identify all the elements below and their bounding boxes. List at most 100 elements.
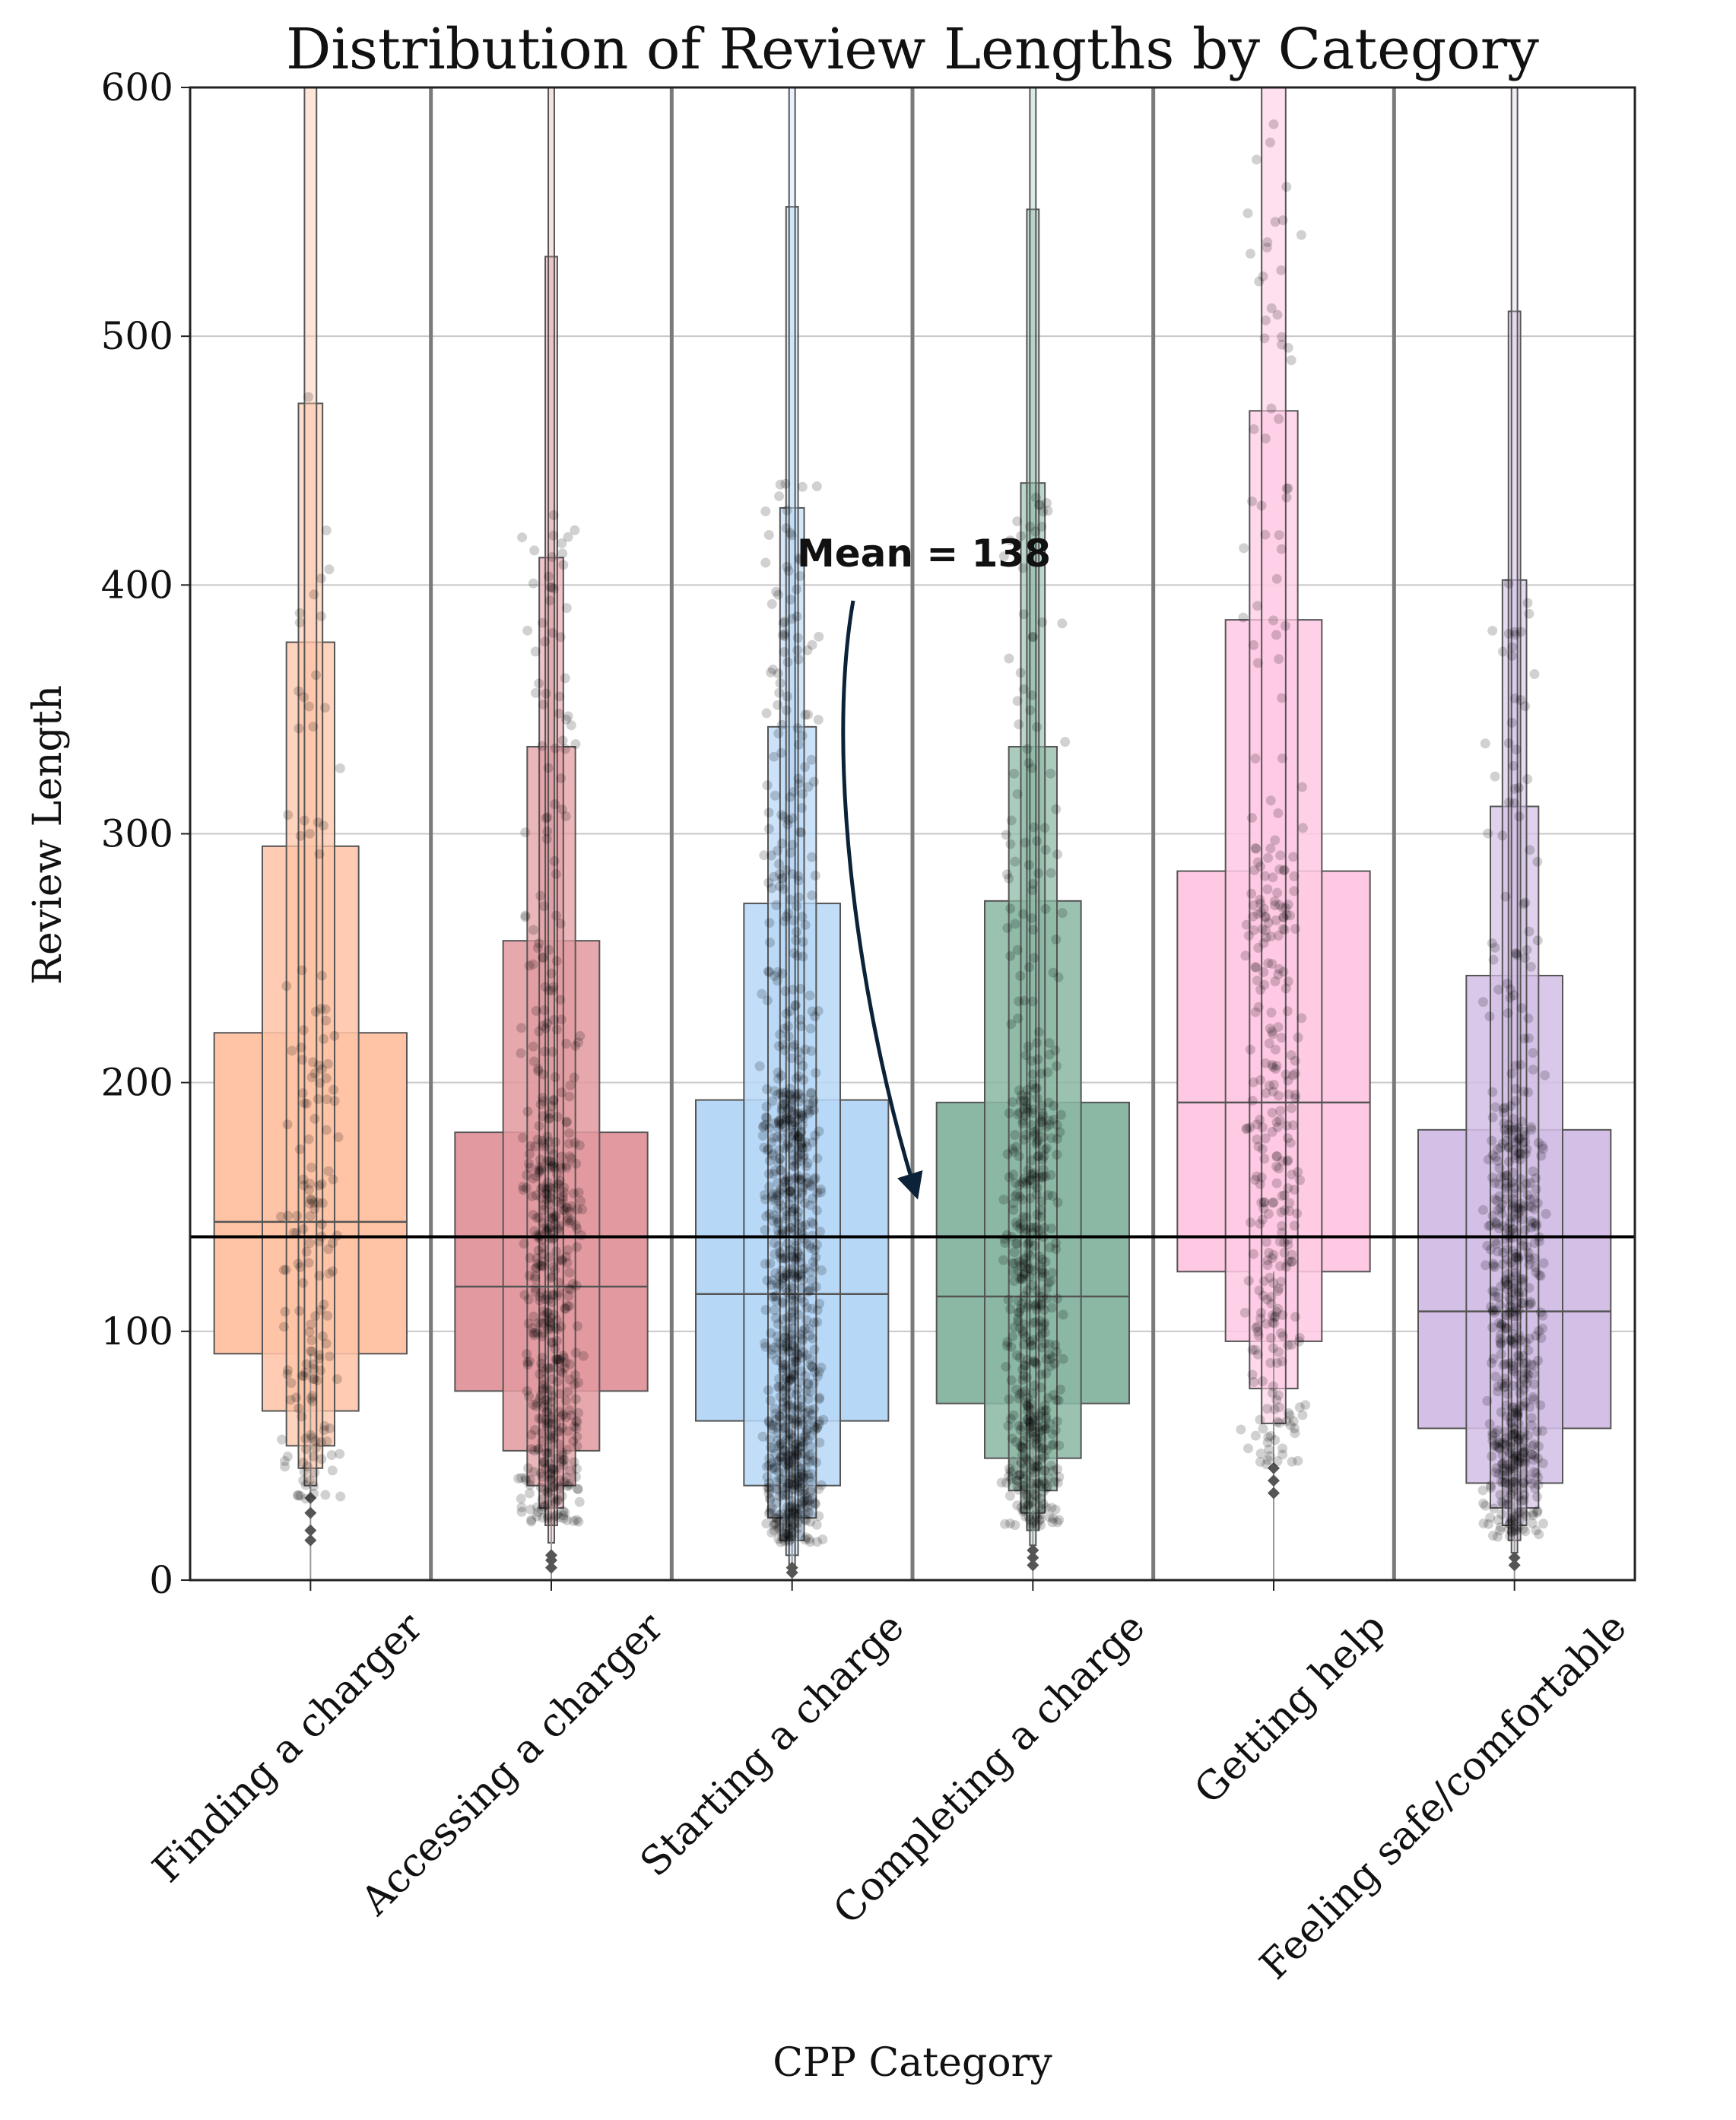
- strip-point: [1252, 909, 1263, 919]
- strip-point: [1032, 1478, 1043, 1489]
- strip-point: [1509, 1453, 1519, 1464]
- strip-point: [795, 1441, 805, 1452]
- strip-point: [802, 1424, 813, 1435]
- strip-point: [557, 1457, 567, 1468]
- strip-point: [1012, 696, 1023, 706]
- strip-point: [785, 1374, 796, 1385]
- strip-point: [572, 1432, 582, 1442]
- strip-point: [807, 1409, 817, 1420]
- strip-point: [557, 1204, 568, 1215]
- strip-point: [789, 1454, 800, 1465]
- strip-point: [781, 1206, 792, 1217]
- strip-point: [560, 811, 571, 822]
- strip-point: [520, 912, 531, 922]
- strip-point: [1524, 1201, 1534, 1211]
- strip-point: [1294, 1332, 1305, 1343]
- strip-point: [797, 802, 808, 813]
- strip-point: [1492, 1156, 1503, 1166]
- strip-point: [795, 1257, 806, 1268]
- strip-point: [1044, 1049, 1055, 1060]
- strip-point: [557, 1454, 568, 1465]
- chart-title: Distribution of Review Lengths by Catego…: [286, 17, 1539, 82]
- strip-point: [309, 1374, 320, 1385]
- strip-point: [1022, 1400, 1033, 1411]
- strip-point: [1505, 1301, 1515, 1312]
- strip-point: [543, 1295, 554, 1306]
- strip-point: [1274, 414, 1284, 424]
- strip-point: [1523, 1430, 1534, 1441]
- strip-point: [1529, 1238, 1540, 1249]
- strip-point: [798, 937, 808, 947]
- strip-point: [559, 1182, 570, 1193]
- strip-point: [1044, 1116, 1055, 1126]
- strip-point: [1519, 1374, 1529, 1385]
- strip-point: [300, 1444, 311, 1455]
- strip-point: [1258, 271, 1268, 282]
- strip-point: [564, 1217, 575, 1228]
- strip-point: [770, 1414, 781, 1425]
- strip-point: [764, 1123, 775, 1134]
- strip-point: [536, 1260, 547, 1271]
- strip-point: [1250, 1430, 1261, 1441]
- strip-point: [1009, 1258, 1020, 1268]
- strip-point: [1498, 1360, 1509, 1370]
- strip-point: [1249, 925, 1259, 935]
- strip-point: [776, 719, 787, 730]
- strip-point: [563, 1283, 574, 1293]
- strip-point: [538, 1141, 549, 1152]
- strip-point: [1277, 1356, 1287, 1366]
- strip-point: [552, 1189, 563, 1199]
- strip-point: [525, 1474, 535, 1485]
- strip-point: [1030, 1300, 1041, 1310]
- strip-point: [784, 1346, 795, 1357]
- boxen-group-1: [213, 87, 408, 1580]
- strip-point: [1507, 1361, 1518, 1372]
- strip-point: [1503, 1268, 1513, 1279]
- strip-point: [1031, 1222, 1042, 1233]
- strip-point: [1023, 1165, 1033, 1176]
- strip-point: [547, 1290, 557, 1300]
- strip-point: [1265, 843, 1276, 854]
- strip-point: [812, 1423, 823, 1433]
- strip-point: [773, 1074, 784, 1084]
- strip-point: [530, 1274, 541, 1284]
- strip-point: [783, 1104, 794, 1115]
- strip-point: [782, 1333, 793, 1344]
- strip-point: [520, 910, 531, 921]
- strip-point: [320, 1004, 331, 1014]
- strip-point: [1503, 628, 1514, 639]
- strip-point: [521, 1182, 532, 1193]
- strip-point: [770, 1291, 781, 1302]
- strip-point: [1508, 1408, 1519, 1418]
- strip-point: [1500, 1277, 1511, 1287]
- strip-point: [524, 1356, 535, 1366]
- strip-point: [1037, 1111, 1048, 1122]
- strip-point: [1509, 1428, 1520, 1439]
- strip-point: [1505, 1519, 1515, 1529]
- strip-point: [799, 1481, 810, 1492]
- strip-point: [1239, 543, 1249, 554]
- strip-point: [1022, 1401, 1033, 1411]
- strip-point: [1027, 885, 1038, 896]
- strip-point: [791, 1240, 801, 1251]
- strip-point: [789, 1039, 800, 1050]
- strip-point: [1484, 1220, 1494, 1231]
- boxen-level-4: [297, 402, 324, 1469]
- strip-point: [770, 1403, 780, 1414]
- strip-point: [1260, 1133, 1271, 1144]
- strip-point: [1519, 1468, 1529, 1478]
- strip-point: [547, 985, 558, 996]
- strip-point: [1011, 1475, 1022, 1486]
- strip-point: [532, 942, 543, 953]
- strip-point: [542, 1363, 553, 1373]
- strip-point: [1522, 1242, 1532, 1252]
- strip-point: [1268, 1381, 1278, 1392]
- strip-point: [804, 1534, 814, 1544]
- strip-point: [800, 709, 811, 720]
- strip-point: [542, 826, 553, 836]
- strip-point: [785, 1346, 795, 1357]
- strip-point: [1520, 1452, 1531, 1463]
- strip-point: [1010, 1191, 1020, 1201]
- strip-point: [785, 1222, 796, 1233]
- strip-point: [1038, 1499, 1049, 1509]
